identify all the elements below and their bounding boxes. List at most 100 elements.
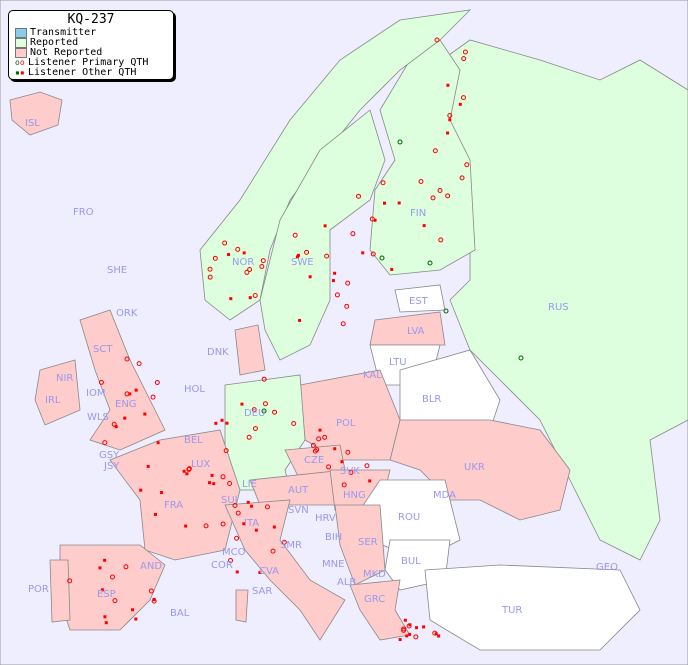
country-label-sui: SUI [221,495,238,506]
listener-other-marker [254,528,258,532]
country-ita [224,499,346,641]
listener-primary-marker [150,394,156,400]
listener-other-marker [248,296,252,300]
country-label-lva: LVA [407,326,425,337]
listener-other-marker [229,297,233,301]
country-label-smr: SMR [280,540,302,551]
country-label-grc: GRC [364,594,385,605]
listener-primary-marker [228,558,234,564]
listener-primary-marker [324,253,330,259]
listener-other-marker [153,512,157,516]
swatch-not-reported [15,48,27,58]
listener-other-marker [214,421,218,425]
listener-primary-marker [432,630,438,636]
country-por [49,559,71,623]
listener-primary-marker [112,598,118,604]
listener-other-marker [250,504,254,508]
legend-primary: oo Listener Primary QTH [15,57,149,68]
country-label-ork: ORK [116,308,138,319]
listener-primary-marker [246,434,252,440]
listener-primary-marker [222,240,228,246]
listener-primary-marker [227,481,233,487]
listener-primary-marker [445,193,451,199]
listener-other-marker [258,571,262,575]
listener-primary-marker [369,216,375,222]
listener-primary-marker [67,578,73,584]
listener-other-marker [185,472,189,476]
country-swe [259,109,386,361]
listener-primary-marker [432,148,438,154]
listener-other-marker [103,558,107,562]
country-label-lux: LUX [191,459,210,470]
country-label-pol: POL [336,418,356,429]
country-blr [399,349,501,431]
country-label-kal: KAL [363,370,382,381]
country-ukr [389,419,571,521]
listener-primary-marker [259,263,265,269]
listener-other-marker [131,608,135,612]
country-label-and: AND [140,561,162,572]
listener-primary-marker [234,535,240,541]
listener-other-marker [390,267,394,271]
country-irl [34,359,81,426]
listener-other-marker [146,464,150,468]
listener-other-marker [333,447,337,451]
listener-primary-marker [518,355,524,361]
country-label-ltu: LTU [389,357,407,368]
listener-primary-marker [326,464,332,470]
country-label-rus: RUS [548,302,569,313]
country-dnk [234,324,266,376]
listener-primary-marker [316,436,322,442]
listener-primary-marker [348,469,354,475]
listener-other-marker [235,570,239,574]
listener-other-marker [98,566,102,570]
listener-primary-marker [270,548,276,554]
country-label-por: POR [28,584,49,595]
listener-other-marker [242,251,246,255]
listener-primary-marker [356,193,362,199]
country-label-cze: CZE [304,455,324,466]
country-label-she: SHE [107,265,127,276]
listener-other-marker [227,253,231,257]
country-label-nir: NIR [56,373,73,384]
listener-primary-marker [252,292,258,298]
listener-other-marker [184,524,188,528]
country-label-fra: FRA [164,500,183,511]
listener-other-marker [143,412,147,416]
listener-primary-marker [314,447,320,453]
legend-title: KQ-237 [67,12,115,27]
listener-primary-marker [430,195,436,201]
listener-primary-marker [148,588,154,594]
listener-primary-marker [413,634,419,640]
listener-other-marker [340,460,344,464]
listener-primary-marker [437,187,443,193]
listener-other-marker [160,491,164,495]
listener-primary-marker [264,504,270,510]
listener-primary-marker [281,539,287,545]
listener-primary-marker [124,391,130,397]
listener-other-marker [398,638,402,642]
listener-primary-marker [123,564,129,570]
country-label-hng: HNG [343,490,366,501]
country-label-cor: COR [211,560,233,571]
listener-other-marker [104,621,108,625]
listener-primary-marker [364,463,370,469]
listener-other-marker [318,428,322,432]
listener-primary-marker [334,292,340,298]
listener-primary-marker [464,162,470,168]
listener-primary-marker [247,266,253,272]
country-label-alb: ALB [337,577,356,588]
listener-other-marker [156,441,160,445]
listener-primary-marker [111,421,117,427]
listener-other-marker [134,388,138,392]
country-est [394,284,446,313]
country-label-hrv: HRV [315,513,336,524]
listener-other-marker [405,634,409,638]
country-label-nor: NOR [232,257,254,268]
listener-other-marker [331,279,335,283]
country-label-aut: AUT [288,485,309,496]
listener-other-marker [403,618,407,622]
country-label-eng: ENG [115,399,137,410]
listener-other-marker [240,402,244,406]
